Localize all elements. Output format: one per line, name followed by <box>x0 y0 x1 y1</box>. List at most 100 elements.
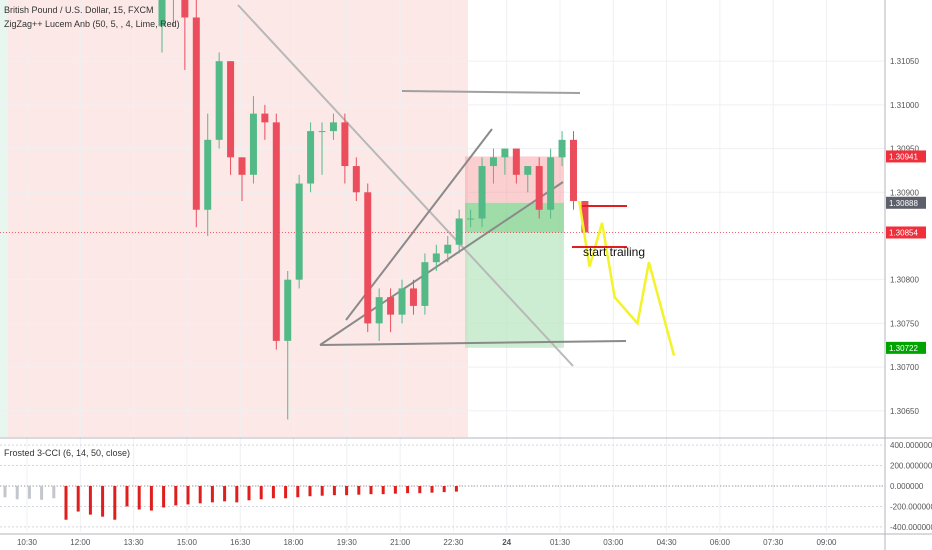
candle-body <box>158 0 166 27</box>
annotation-start-trailing: start trailing <box>583 245 645 259</box>
resistance-line <box>401 90 581 94</box>
oscillator-label-text: Frosted 3-CCI (6, 14, 50, close) <box>4 448 131 458</box>
candle-body <box>307 131 315 184</box>
candle-body <box>272 122 280 341</box>
session-bg-green-strip <box>0 0 8 437</box>
time-tick-label: 15:00 <box>177 538 198 547</box>
descending-trendline <box>237 4 574 367</box>
cci-bar <box>223 486 227 502</box>
cci-tick-label: 0.000000 <box>890 482 924 491</box>
candle-body <box>238 157 246 175</box>
candle-body <box>501 148 509 158</box>
candle-body <box>249 113 257 175</box>
time-tick-label: 19:30 <box>337 538 358 547</box>
candle-body <box>512 148 520 175</box>
cci-indicator-label[interactable]: Frosted 3-CCI (6, 14, 50, close) <box>4 447 130 459</box>
cci-bar <box>149 486 153 511</box>
cci-bar <box>393 486 397 494</box>
cci-bar <box>137 486 141 510</box>
candle-body <box>341 122 349 167</box>
cci-bar <box>418 486 422 494</box>
price-tick-label: 1.30950 <box>890 145 919 154</box>
time-tick-label: 03:00 <box>603 538 624 547</box>
cci-bar <box>101 486 105 517</box>
candle-body <box>535 166 543 210</box>
cci-bar <box>430 486 434 493</box>
time-tick-label: 09:00 <box>816 538 837 547</box>
price-tick-label: 1.31000 <box>890 101 919 110</box>
candle-body <box>455 218 463 245</box>
time-tick-label: 13:30 <box>124 538 145 547</box>
cci-bar <box>454 486 458 492</box>
price-tag-label: 1.30941 <box>889 152 918 161</box>
candle-body <box>569 139 577 202</box>
cci-bar <box>113 486 117 520</box>
price-tick-label: 1.31050 <box>890 57 919 66</box>
candle-body <box>387 297 395 315</box>
candle-body <box>284 279 292 341</box>
candle-body <box>524 166 532 175</box>
take-profit-zone <box>465 232 564 348</box>
candle-body <box>467 218 475 220</box>
fan-line-lower <box>319 181 564 346</box>
zigzag-indicator-label[interactable]: ZigZag++ Lucem Anb (50, 5, , 4, Lime, Re… <box>4 18 180 30</box>
candle-body <box>181 0 189 18</box>
cci-bar <box>210 486 214 503</box>
cci-bar <box>284 486 288 499</box>
time-tick-label: 06:00 <box>710 538 731 547</box>
price-tick-label: 1.30650 <box>890 407 919 416</box>
time-tick-label: 16:30 <box>230 538 251 547</box>
indicator-label-text: ZigZag++ Lucem Anb (50, 5, , 4, Lime, Re… <box>4 19 180 29</box>
time-tick-label: 24 <box>502 538 511 547</box>
candle-body <box>581 201 589 233</box>
cci-bar <box>369 486 373 495</box>
cci-bar <box>198 486 202 504</box>
candle-body <box>295 183 303 280</box>
candle-body <box>444 244 452 254</box>
cci-bar <box>247 486 251 501</box>
zigzag-projection <box>577 200 676 357</box>
candle-body <box>227 61 235 158</box>
cci-tick-label: -400.000000 <box>890 523 932 532</box>
price-tag <box>886 196 926 209</box>
time-tick-label: 01:30 <box>550 538 571 547</box>
cci-tick-label: 200.000000 <box>890 462 932 471</box>
candle-body <box>409 288 417 306</box>
candle-body <box>215 61 223 140</box>
cci-tick-label: -200.000000 <box>890 502 932 511</box>
candle-body <box>375 297 383 324</box>
cci-bar <box>174 486 178 506</box>
price-tick-label: 1.30700 <box>890 363 919 372</box>
candle-body <box>192 17 200 210</box>
chart-title[interactable]: British Pound / U.S. Dollar, 15, FXCM <box>4 4 154 16</box>
cci-bar <box>52 486 56 499</box>
cci-bar <box>332 486 336 496</box>
price-tag-label: 1.30888 <box>889 199 918 208</box>
price-tag <box>886 150 926 163</box>
cci-bar <box>15 486 19 500</box>
candle-body <box>364 192 372 324</box>
candle-body <box>352 166 360 193</box>
candle-body <box>547 157 555 210</box>
cci-bar <box>64 486 68 520</box>
candle-body <box>261 113 269 123</box>
candle-body <box>489 157 497 167</box>
cci-bar <box>308 486 312 497</box>
cci-tick-label: 400.000000 <box>890 441 932 450</box>
time-tick-label: 21:00 <box>390 538 411 547</box>
cci-bar <box>125 486 129 507</box>
candle-body <box>398 288 406 315</box>
session-bg-shade <box>8 0 468 437</box>
cci-bar <box>271 486 275 499</box>
cci-bar <box>27 486 31 499</box>
cci-bar <box>259 486 263 500</box>
time-tick-label: 04:30 <box>657 538 678 547</box>
candle-body <box>204 139 212 210</box>
cci-bar <box>357 486 361 495</box>
candle-body <box>558 139 566 158</box>
cci-bar <box>345 486 349 496</box>
price-tag-label: 1.30854 <box>889 228 918 237</box>
time-tick-label: 07:30 <box>763 538 784 547</box>
candle-body <box>421 262 429 306</box>
